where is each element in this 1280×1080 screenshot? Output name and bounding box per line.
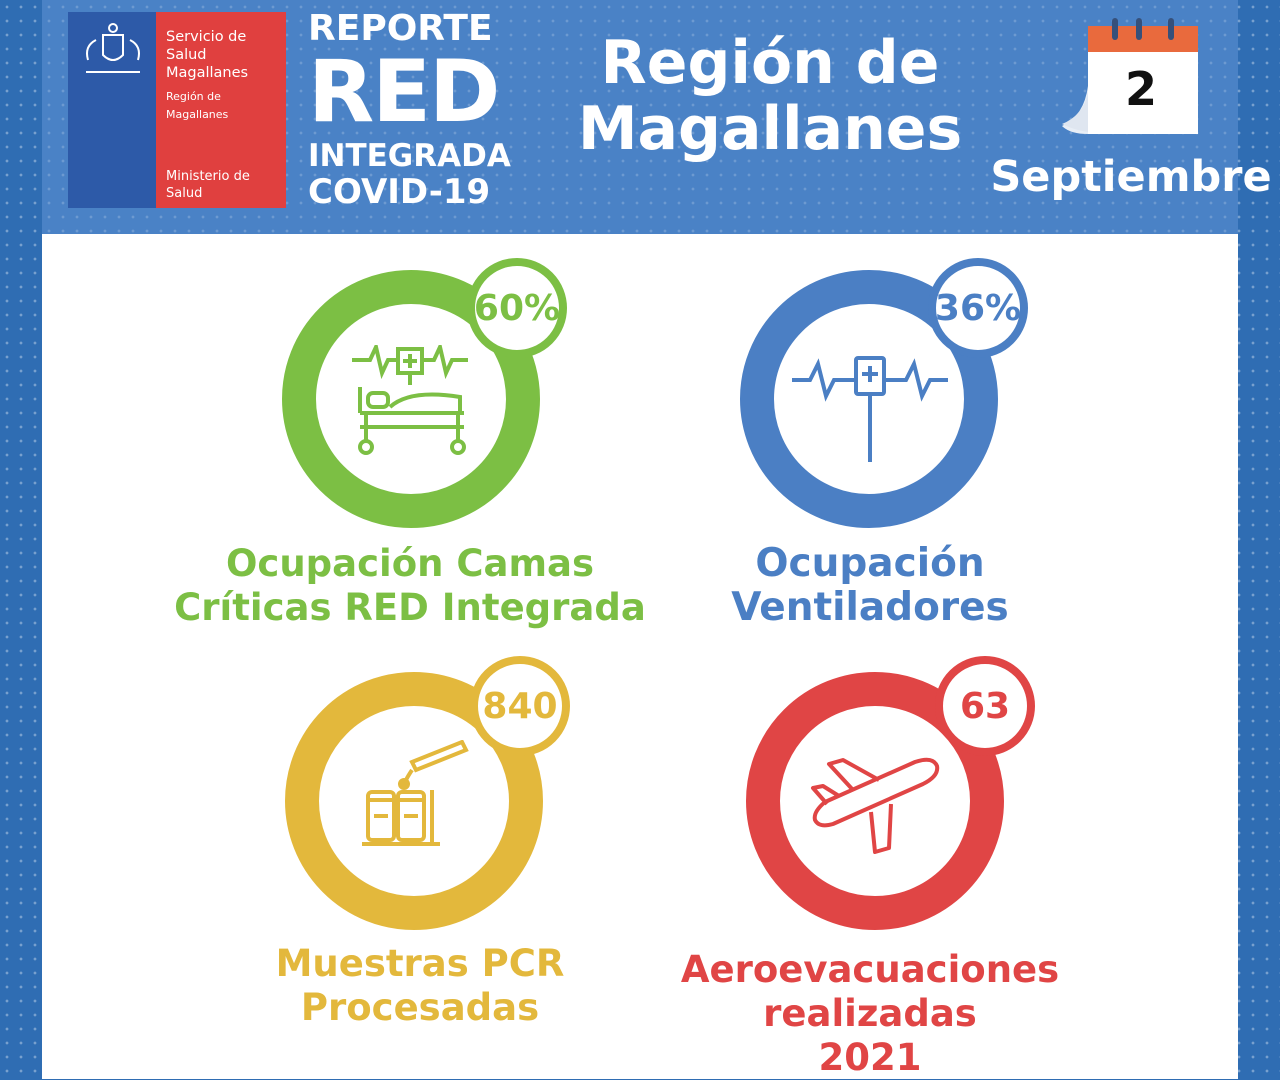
test-tubes-icon [362, 740, 469, 846]
report-title-line2: RED [308, 42, 500, 142]
card-label-evacuations-line3: 2021 [818, 1036, 922, 1079]
report-title-line4: COVID-19 [308, 172, 491, 212]
card-label-ventilators-line1: Ocupación [755, 541, 985, 586]
region-title: Región de Magallanes [570, 30, 970, 162]
logo-blue-bar [68, 12, 156, 208]
card-label-evacuations: Aeroevacuaciones realizadas 2021 [650, 948, 1090, 1080]
card-badge-pcr: 840 [470, 656, 570, 756]
region-title-line2: Magallanes [577, 94, 963, 164]
report-title-line1: REPORTE [308, 8, 493, 49]
airplane-icon [811, 757, 940, 854]
card-label-evacuations-line2: realizadas [763, 992, 977, 1035]
calendar-icon [1062, 18, 1198, 134]
card-badge-evacuations: 63 [935, 656, 1035, 756]
card-label-ventilators: Ocupación Ventiladores [650, 542, 1090, 630]
card-label-pcr: Muestras PCR Procesadas [210, 942, 630, 1030]
coat-of-arms-icon [86, 23, 140, 73]
card-label-pcr-line2: Procesadas [300, 986, 540, 1029]
logo-red-bar [156, 12, 286, 208]
region-title-line1: Región de [600, 28, 940, 98]
ventilator-icon [792, 356, 948, 462]
card-label-ventilators-line2: Ventiladores [731, 585, 1009, 630]
card-label-beds: Ocupación Camas Críticas RED Integrada [170, 542, 650, 630]
content-panel [42, 234, 1238, 1079]
card-label-pcr-line1: Muestras PCR [275, 942, 565, 985]
logo-ministry-name: Ministerio de Salud [166, 169, 250, 201]
hospital-bed-icon [352, 345, 468, 455]
card-label-beds-line2: Críticas RED Integrada [174, 586, 646, 629]
calendar-day: 2 [1124, 62, 1157, 116]
calendar-month: Septiembre [990, 152, 1272, 202]
logo-region-name: Región de Magallanes [166, 90, 229, 121]
ministry-logo: Servicio de Salud Magallanes Región de M… [68, 12, 286, 208]
card-badge-beds: 60% [467, 258, 567, 358]
card-label-beds-line1: Ocupación Camas [225, 542, 595, 585]
logo-service-name: Servicio de Salud Magallanes [166, 29, 249, 81]
card-label-evacuations-line1: Aeroevacuaciones [680, 948, 1060, 991]
report-title-line3: INTEGRADA [308, 138, 511, 174]
card-badge-ventilators: 36% [928, 258, 1028, 358]
card-ring-ventilators [740, 270, 998, 528]
